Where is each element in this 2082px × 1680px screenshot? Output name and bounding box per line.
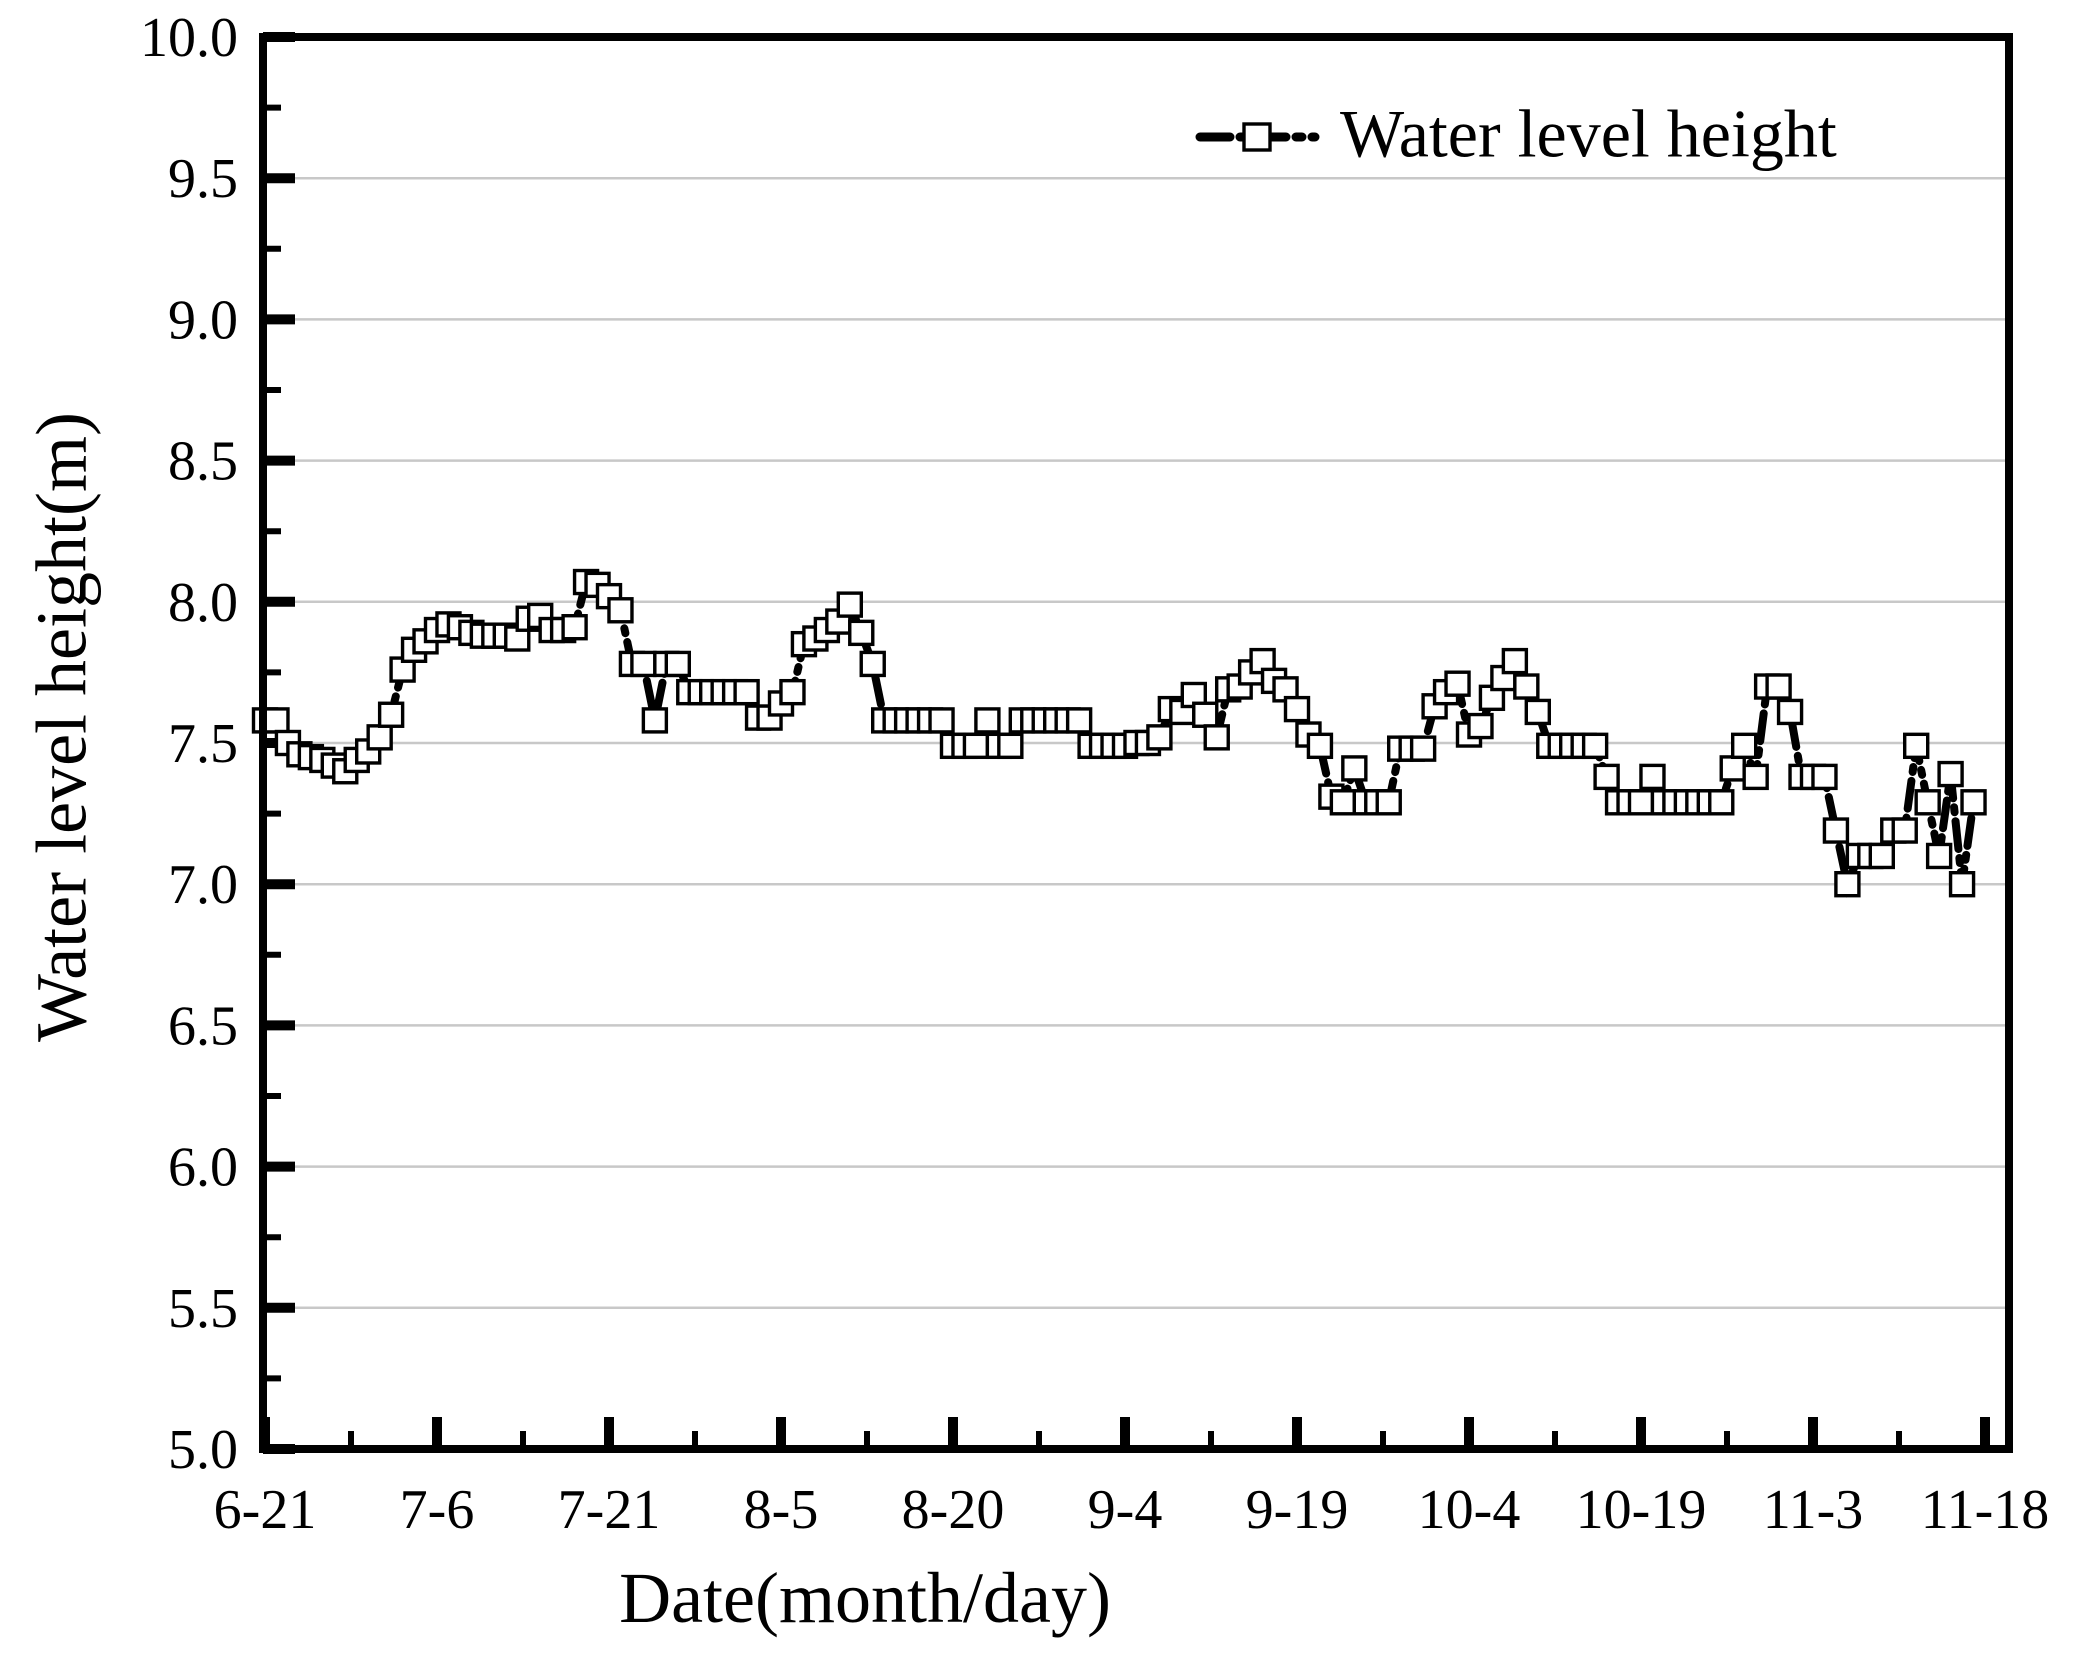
data-point	[1329, 789, 1357, 816]
x-tick-label: 7-21	[558, 1479, 661, 1541]
data-point	[1146, 724, 1173, 751]
x-tick-label: 10-19	[1576, 1479, 1707, 1541]
data-point	[1742, 763, 1769, 791]
data-point	[561, 614, 588, 641]
data-point	[1730, 732, 1758, 760]
data-point	[1065, 707, 1093, 734]
data-point	[1891, 817, 1918, 844]
y-tick-label: 9.0	[168, 289, 238, 351]
data-point	[366, 724, 393, 751]
data-point	[1581, 732, 1609, 760]
data-point	[859, 650, 886, 678]
data-point	[1708, 789, 1735, 816]
x-tick-label: 8-5	[744, 1479, 819, 1541]
data-point	[779, 678, 806, 706]
data-point	[377, 701, 405, 728]
data-point	[1501, 647, 1529, 675]
y-tick-label: 5.0	[168, 1419, 238, 1481]
data-point	[1719, 755, 1746, 782]
data-point	[1375, 789, 1402, 816]
data-point	[974, 707, 1001, 734]
y-tick-label: 6.0	[168, 1137, 238, 1199]
data-point	[962, 732, 990, 760]
data-point	[1811, 763, 1838, 791]
data-point	[997, 732, 1024, 760]
data-point	[1937, 760, 1964, 788]
x-axis-title: Date(month/day)	[619, 1558, 1111, 1638]
data-point	[1444, 670, 1471, 697]
data-point	[263, 707, 290, 734]
data-point	[1627, 789, 1655, 816]
data-point	[1925, 842, 1953, 870]
x-tick-label: 8-20	[902, 1479, 1005, 1541]
x-tick-label: 9-4	[1088, 1479, 1163, 1541]
legend-marker-sample	[1242, 122, 1272, 152]
y-tick-label: 5.5	[168, 1278, 238, 1340]
data-point	[836, 591, 863, 618]
data-point	[928, 707, 955, 734]
data-point	[1306, 732, 1334, 760]
data-point	[1822, 817, 1850, 844]
legend-label: Water level height	[1340, 95, 1837, 172]
y-tick-label: 6.5	[168, 995, 238, 1057]
data-point	[1960, 789, 1987, 816]
plot-frame	[259, 33, 2013, 1453]
data-point	[1914, 789, 1941, 816]
data-point	[1192, 701, 1219, 728]
data-point	[1776, 698, 1804, 726]
data-point	[1409, 735, 1437, 762]
data-point	[1593, 763, 1620, 791]
y-tick-label: 7.0	[168, 854, 238, 916]
x-tick-label: 9-19	[1246, 1479, 1349, 1541]
data-point	[733, 678, 760, 706]
y-axis-title: Water level height(m)	[21, 412, 102, 1042]
y-tick-label: 8.5	[168, 431, 238, 493]
data-point	[607, 597, 634, 624]
x-tick-label: 6-21	[214, 1479, 317, 1541]
data-point	[1203, 724, 1230, 751]
data-point	[1902, 732, 1930, 760]
data-point	[1283, 695, 1311, 723]
y-tick-label: 8.0	[168, 572, 238, 634]
data-point	[1765, 673, 1792, 700]
x-tick-label: 11-3	[1763, 1479, 1864, 1541]
data-point	[1341, 755, 1368, 782]
x-tick-label: 7-6	[400, 1479, 475, 1541]
y-tick-label: 7.5	[168, 713, 238, 775]
y-tick-label: 9.5	[168, 148, 238, 210]
x-tick-label: 10-4	[1418, 1479, 1521, 1541]
data-point	[1834, 871, 1861, 898]
data-point	[848, 619, 875, 647]
data-point	[1948, 871, 1976, 898]
data-point	[630, 650, 657, 678]
y-tick-label: 10.0	[140, 7, 238, 69]
data-point	[641, 707, 669, 734]
x-tick-label: 11-18	[1921, 1479, 2050, 1541]
data-point	[1513, 673, 1540, 700]
data-point	[1467, 712, 1494, 740]
data-point	[1639, 763, 1666, 791]
data-point	[664, 650, 691, 678]
data-point	[1868, 842, 1896, 870]
data-point	[1524, 698, 1552, 726]
